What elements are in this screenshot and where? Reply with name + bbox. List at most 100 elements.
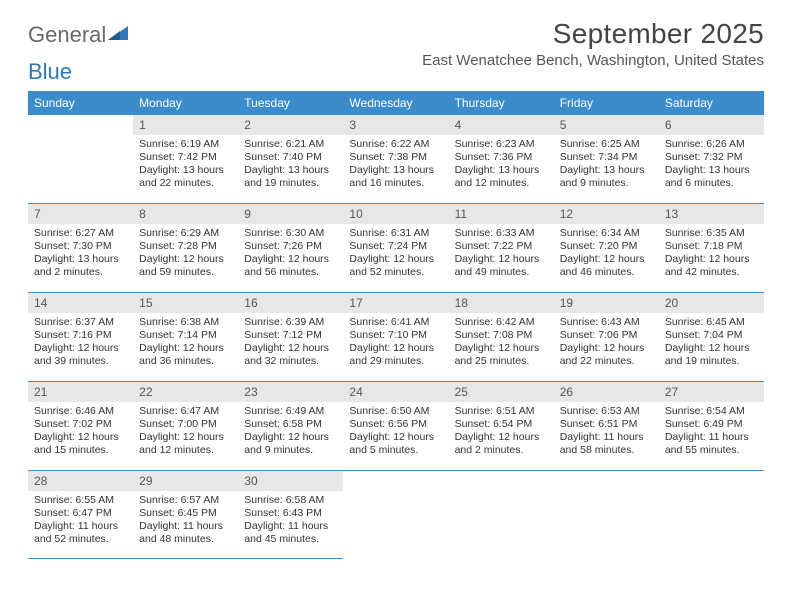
- cell-body: Sunrise: 6:46 AMSunset: 7:02 PMDaylight:…: [28, 402, 133, 462]
- calendar-cell: 25Sunrise: 6:51 AMSunset: 6:54 PMDayligh…: [449, 382, 554, 470]
- dayheader-tue: Tuesday: [238, 91, 343, 115]
- calendar-cell: 18Sunrise: 6:42 AMSunset: 7:08 PMDayligh…: [449, 293, 554, 381]
- cell-body: Sunrise: 6:33 AMSunset: 7:22 PMDaylight:…: [449, 224, 554, 284]
- daylight-text: Daylight: 12 hours and 12 minutes.: [139, 431, 232, 457]
- logo: General: [28, 18, 128, 46]
- day-number: 6: [659, 115, 764, 135]
- day-number: 15: [133, 293, 238, 313]
- daylight-text: Daylight: 12 hours and 59 minutes.: [139, 253, 232, 279]
- daylight-text: Daylight: 12 hours and 52 minutes.: [349, 253, 442, 279]
- day-number: 27: [659, 382, 764, 402]
- day-number: 3: [343, 115, 448, 135]
- cell-body: Sunrise: 6:42 AMSunset: 7:08 PMDaylight:…: [449, 313, 554, 373]
- day-number: 13: [659, 204, 764, 224]
- sunrise-text: Sunrise: 6:58 AM: [244, 494, 337, 507]
- sunset-text: Sunset: 7:22 PM: [455, 240, 548, 253]
- page: General September 2025 East Wenatchee Be…: [0, 0, 792, 579]
- cell-body: Sunrise: 6:58 AMSunset: 6:43 PMDaylight:…: [238, 491, 343, 551]
- sunset-text: Sunset: 7:12 PM: [244, 329, 337, 342]
- sunset-text: Sunset: 7:20 PM: [560, 240, 653, 253]
- daylight-text: Daylight: 12 hours and 29 minutes.: [349, 342, 442, 368]
- cell-body: Sunrise: 6:54 AMSunset: 6:49 PMDaylight:…: [659, 402, 764, 462]
- daylight-text: Daylight: 12 hours and 36 minutes.: [139, 342, 232, 368]
- day-number: 8: [133, 204, 238, 224]
- calendar-cell: 8Sunrise: 6:29 AMSunset: 7:28 PMDaylight…: [133, 204, 238, 292]
- calendar-cell: [659, 471, 764, 559]
- sunset-text: Sunset: 7:18 PM: [665, 240, 758, 253]
- cell-body: Sunrise: 6:22 AMSunset: 7:38 PMDaylight:…: [343, 135, 448, 195]
- day-number: 18: [449, 293, 554, 313]
- cell-body: Sunrise: 6:26 AMSunset: 7:32 PMDaylight:…: [659, 135, 764, 195]
- cell-body: Sunrise: 6:43 AMSunset: 7:06 PMDaylight:…: [554, 313, 659, 373]
- day-number: 7: [28, 204, 133, 224]
- calendar-cell: 29Sunrise: 6:57 AMSunset: 6:45 PMDayligh…: [133, 471, 238, 559]
- daylight-text: Daylight: 13 hours and 22 minutes.: [139, 164, 232, 190]
- sunset-text: Sunset: 6:54 PM: [455, 418, 548, 431]
- calendar-cell: 7Sunrise: 6:27 AMSunset: 7:30 PMDaylight…: [28, 204, 133, 292]
- day-number: 1: [133, 115, 238, 135]
- week-row: 21Sunrise: 6:46 AMSunset: 7:02 PMDayligh…: [28, 382, 764, 471]
- daylight-text: Daylight: 12 hours and 25 minutes.: [455, 342, 548, 368]
- day-number: [554, 471, 659, 491]
- sunset-text: Sunset: 6:43 PM: [244, 507, 337, 520]
- day-number: [28, 115, 133, 135]
- sunset-text: Sunset: 7:24 PM: [349, 240, 442, 253]
- week-row: 14Sunrise: 6:37 AMSunset: 7:16 PMDayligh…: [28, 293, 764, 382]
- sunset-text: Sunset: 7:00 PM: [139, 418, 232, 431]
- cell-body: Sunrise: 6:37 AMSunset: 7:16 PMDaylight:…: [28, 313, 133, 373]
- day-number: [343, 471, 448, 491]
- calendar-cell: 15Sunrise: 6:38 AMSunset: 7:14 PMDayligh…: [133, 293, 238, 381]
- daylight-text: Daylight: 12 hours and 22 minutes.: [560, 342, 653, 368]
- sunrise-text: Sunrise: 6:57 AM: [139, 494, 232, 507]
- daylight-text: Daylight: 11 hours and 58 minutes.: [560, 431, 653, 457]
- sunset-text: Sunset: 7:16 PM: [34, 329, 127, 342]
- day-number: 9: [238, 204, 343, 224]
- day-number: 21: [28, 382, 133, 402]
- daylight-text: Daylight: 12 hours and 15 minutes.: [34, 431, 127, 457]
- calendar-cell: 12Sunrise: 6:34 AMSunset: 7:20 PMDayligh…: [554, 204, 659, 292]
- weeks-container: 1Sunrise: 6:19 AMSunset: 7:42 PMDaylight…: [28, 115, 764, 559]
- calendar-cell: 2Sunrise: 6:21 AMSunset: 7:40 PMDaylight…: [238, 115, 343, 203]
- cell-body: Sunrise: 6:30 AMSunset: 7:26 PMDaylight:…: [238, 224, 343, 284]
- calendar-cell: 3Sunrise: 6:22 AMSunset: 7:38 PMDaylight…: [343, 115, 448, 203]
- daylight-text: Daylight: 11 hours and 55 minutes.: [665, 431, 758, 457]
- sunrise-text: Sunrise: 6:49 AM: [244, 405, 337, 418]
- dayheader-sun: Sunday: [28, 91, 133, 115]
- sunrise-text: Sunrise: 6:25 AM: [560, 138, 653, 151]
- sunset-text: Sunset: 6:51 PM: [560, 418, 653, 431]
- sunset-text: Sunset: 7:30 PM: [34, 240, 127, 253]
- calendar-cell: 24Sunrise: 6:50 AMSunset: 6:56 PMDayligh…: [343, 382, 448, 470]
- daylight-text: Daylight: 13 hours and 16 minutes.: [349, 164, 442, 190]
- sunset-text: Sunset: 7:10 PM: [349, 329, 442, 342]
- cell-body: Sunrise: 6:29 AMSunset: 7:28 PMDaylight:…: [133, 224, 238, 284]
- daylight-text: Daylight: 12 hours and 56 minutes.: [244, 253, 337, 279]
- day-number: 4: [449, 115, 554, 135]
- calendar-cell: [554, 471, 659, 559]
- sunrise-text: Sunrise: 6:34 AM: [560, 227, 653, 240]
- calendar-cell: 21Sunrise: 6:46 AMSunset: 7:02 PMDayligh…: [28, 382, 133, 470]
- cell-body: Sunrise: 6:35 AMSunset: 7:18 PMDaylight:…: [659, 224, 764, 284]
- day-number: 23: [238, 382, 343, 402]
- dayheader-wed: Wednesday: [343, 91, 448, 115]
- cell-body: Sunrise: 6:31 AMSunset: 7:24 PMDaylight:…: [343, 224, 448, 284]
- calendar-cell: 9Sunrise: 6:30 AMSunset: 7:26 PMDaylight…: [238, 204, 343, 292]
- day-number: 25: [449, 382, 554, 402]
- daylight-text: Daylight: 12 hours and 9 minutes.: [244, 431, 337, 457]
- cell-body: Sunrise: 6:21 AMSunset: 7:40 PMDaylight:…: [238, 135, 343, 195]
- logo-word-2: Blue: [28, 61, 72, 83]
- sunset-text: Sunset: 7:40 PM: [244, 151, 337, 164]
- day-number: 11: [449, 204, 554, 224]
- calendar-cell: 19Sunrise: 6:43 AMSunset: 7:06 PMDayligh…: [554, 293, 659, 381]
- sunrise-text: Sunrise: 6:30 AM: [244, 227, 337, 240]
- sunrise-text: Sunrise: 6:46 AM: [34, 405, 127, 418]
- calendar-cell: 28Sunrise: 6:55 AMSunset: 6:47 PMDayligh…: [28, 471, 133, 559]
- day-number: 24: [343, 382, 448, 402]
- calendar-cell: 30Sunrise: 6:58 AMSunset: 6:43 PMDayligh…: [238, 471, 343, 559]
- sunrise-text: Sunrise: 6:47 AM: [139, 405, 232, 418]
- calendar-cell: 20Sunrise: 6:45 AMSunset: 7:04 PMDayligh…: [659, 293, 764, 381]
- day-number: 2: [238, 115, 343, 135]
- cell-body: Sunrise: 6:57 AMSunset: 6:45 PMDaylight:…: [133, 491, 238, 551]
- sunset-text: Sunset: 7:06 PM: [560, 329, 653, 342]
- calendar-cell: 5Sunrise: 6:25 AMSunset: 7:34 PMDaylight…: [554, 115, 659, 203]
- calendar-cell: 16Sunrise: 6:39 AMSunset: 7:12 PMDayligh…: [238, 293, 343, 381]
